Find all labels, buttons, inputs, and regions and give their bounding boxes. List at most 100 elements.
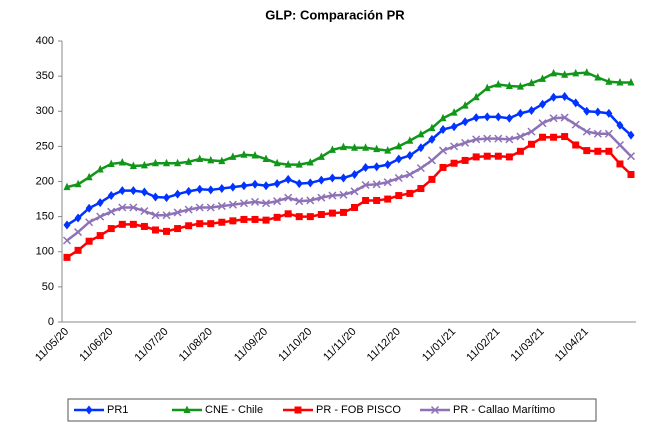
marker: [505, 81, 513, 89]
marker: [494, 112, 502, 122]
marker: [395, 192, 403, 200]
marker: [593, 129, 602, 138]
y-tick-label: 350: [36, 70, 54, 82]
marker: [483, 152, 491, 160]
marker: [373, 196, 381, 204]
marker: [306, 213, 314, 221]
marker: [295, 179, 303, 189]
series: [62, 113, 636, 245]
marker: [328, 173, 336, 183]
marker: [273, 213, 281, 221]
marker: [627, 77, 635, 86]
marker: [174, 225, 182, 233]
marker: [561, 91, 569, 101]
marker: [195, 203, 204, 212]
x-tick-label: 11/11/20: [321, 326, 359, 364]
marker: [85, 203, 93, 213]
marker: [129, 220, 137, 228]
marker: [461, 156, 469, 164]
marker: [516, 147, 524, 155]
marker: [240, 150, 248, 158]
legend-label: CNE - Chile: [205, 404, 263, 416]
marker: [361, 180, 370, 190]
marker: [527, 78, 535, 87]
marker: [129, 186, 137, 196]
marker: [561, 133, 569, 141]
marker: [395, 141, 403, 150]
series-line: [66, 135, 632, 259]
marker: [174, 189, 182, 199]
marker: [151, 192, 159, 202]
marker: [406, 136, 414, 144]
marker: [206, 203, 215, 212]
legend-label: PR - Callao Marítimo: [453, 404, 555, 416]
marker: [185, 157, 193, 165]
marker: [594, 107, 602, 117]
marker: [406, 189, 414, 197]
marker: [74, 246, 82, 254]
marker: [317, 152, 325, 160]
marker: [362, 162, 370, 172]
marker: [605, 147, 613, 155]
marker: [472, 153, 480, 161]
marker: [505, 153, 513, 161]
x-tick-label: 11/05/20: [33, 326, 71, 364]
y-tick-label: 250: [36, 140, 54, 152]
marker: [384, 160, 392, 170]
marker: [461, 101, 469, 109]
marker: [251, 179, 259, 189]
marker: [306, 178, 314, 188]
y-tick-label: 100: [36, 246, 54, 258]
marker: [317, 175, 325, 185]
marker: [405, 170, 414, 179]
marker: [616, 120, 624, 130]
marker: [351, 169, 359, 179]
marker: [151, 158, 159, 167]
x-tick-label: 11/06/20: [77, 326, 115, 364]
marker: [350, 187, 359, 196]
marker: [295, 197, 304, 206]
marker: [505, 135, 514, 144]
y-tick-label: 50: [42, 281, 54, 293]
marker: [416, 164, 425, 173]
marker: [107, 207, 116, 216]
marker: [284, 210, 292, 218]
marker: [118, 158, 126, 166]
marker: [262, 216, 270, 224]
marker: [317, 211, 325, 219]
marker: [140, 222, 148, 230]
marker: [605, 77, 613, 85]
series: [63, 91, 635, 230]
marker: [505, 113, 513, 123]
series: [63, 68, 635, 191]
marker: [417, 185, 425, 193]
marker: [439, 125, 447, 135]
marker: [472, 113, 480, 123]
marker: [228, 200, 237, 209]
marker: [163, 193, 171, 203]
marker: [240, 215, 248, 223]
x-tick-label: 11/10/20: [276, 326, 314, 364]
marker: [129, 203, 138, 212]
marker: [239, 199, 248, 208]
marker: [538, 119, 547, 128]
marker: [63, 182, 71, 191]
marker: [185, 186, 193, 196]
marker: [450, 108, 458, 116]
legend-marker: [430, 405, 440, 415]
marker: [295, 213, 303, 221]
marker: [328, 191, 337, 200]
marker: [472, 92, 480, 101]
marker: [461, 117, 469, 127]
marker: [372, 180, 381, 189]
marker: [196, 184, 204, 194]
marker: [627, 130, 635, 140]
marker: [151, 226, 159, 234]
marker: [438, 146, 448, 155]
marker: [218, 218, 226, 226]
marker: [483, 83, 491, 92]
marker: [373, 144, 381, 153]
marker: [328, 145, 336, 153]
marker: [218, 156, 226, 165]
marker: [317, 193, 326, 202]
